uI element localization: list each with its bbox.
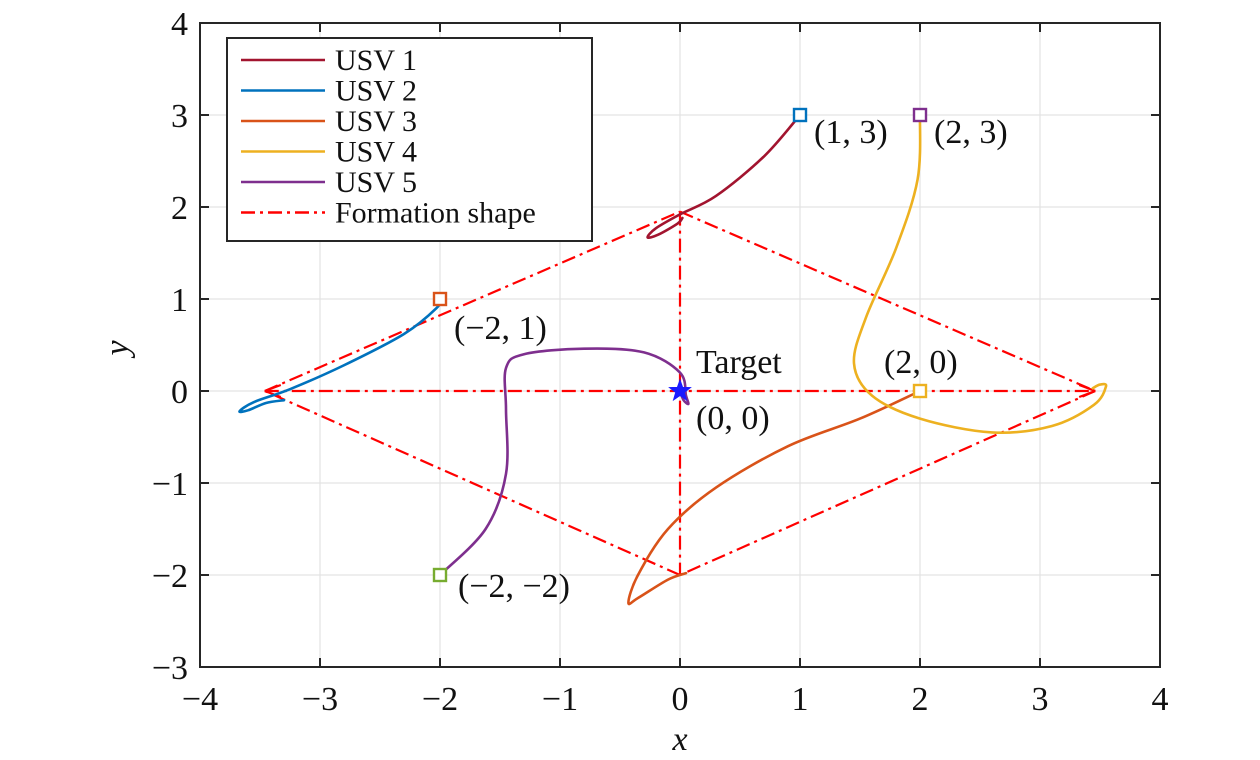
legend-entry: USV 1 [335,44,417,77]
y-tick-label: −3 [152,650,188,687]
target-coord-label: (0, 0) [696,400,770,437]
formation-segment-4 [264,389,681,577]
y-tick-label: 0 [171,374,188,411]
series-line-usv-4 [852,113,1108,434]
formation-arrowhead [1078,383,1096,399]
start-marker [912,383,928,399]
legend-entry: USV 5 [335,166,417,199]
formation-segment-2 [679,210,1096,393]
x-tick-label: 1 [792,681,809,718]
x-tick-label: −3 [302,681,338,718]
legend-box [226,37,593,242]
start-point-label: (2, 3) [934,114,1008,151]
x-axis-label: x [671,721,687,758]
y-tick-label: 3 [171,98,188,135]
start-marker [432,291,448,307]
start-marker [792,107,808,123]
x-tick-label: −1 [542,681,578,718]
formation-segment-3 [679,389,1096,577]
series-lines [238,113,1108,606]
start-marker [432,567,448,583]
start-point-label: (−2, −2) [458,568,570,605]
start-markers [432,107,928,583]
y-axis-label: y [99,340,136,359]
series-line-usv-1 [646,113,802,240]
formation-arrowhead [264,383,282,399]
legend-entry: USV 4 [335,136,417,169]
x-tick-label: −2 [422,681,458,718]
legend-entry: Formation shape [335,197,536,230]
legend-entry: USV 2 [335,75,417,108]
start-point-label: (−2, 1) [454,310,547,347]
annotations: (1, 3) (2, 3) (−2, 1) (2, 0) (−2, −2) Target (… [454,114,1008,605]
series-line-usv-3 [627,389,922,606]
x-tick-label: −4 [182,681,218,718]
legend-entry: USV 3 [335,105,417,138]
target-label: Target [696,344,782,381]
start-marker [912,107,928,123]
series-line-usv-2 [238,297,442,414]
y-tick-label: 1 [171,282,188,319]
x-tick-label: 3 [1032,681,1049,718]
x-tick-label: 2 [912,681,929,718]
x-tick-label: 4 [1152,681,1169,718]
series-line-usv-5 [438,347,690,577]
x-tick-label: 0 [672,681,689,718]
y-tick-label: 4 [171,6,188,43]
start-point-label: (2, 0) [884,344,958,381]
y-tick-label: 2 [171,190,188,227]
y-tick-label: −1 [152,466,188,503]
target-star-marker [668,378,692,402]
start-point-label: (1, 3) [814,114,888,151]
y-tick-label: −2 [152,558,188,595]
formation-segment-1 [264,210,681,393]
